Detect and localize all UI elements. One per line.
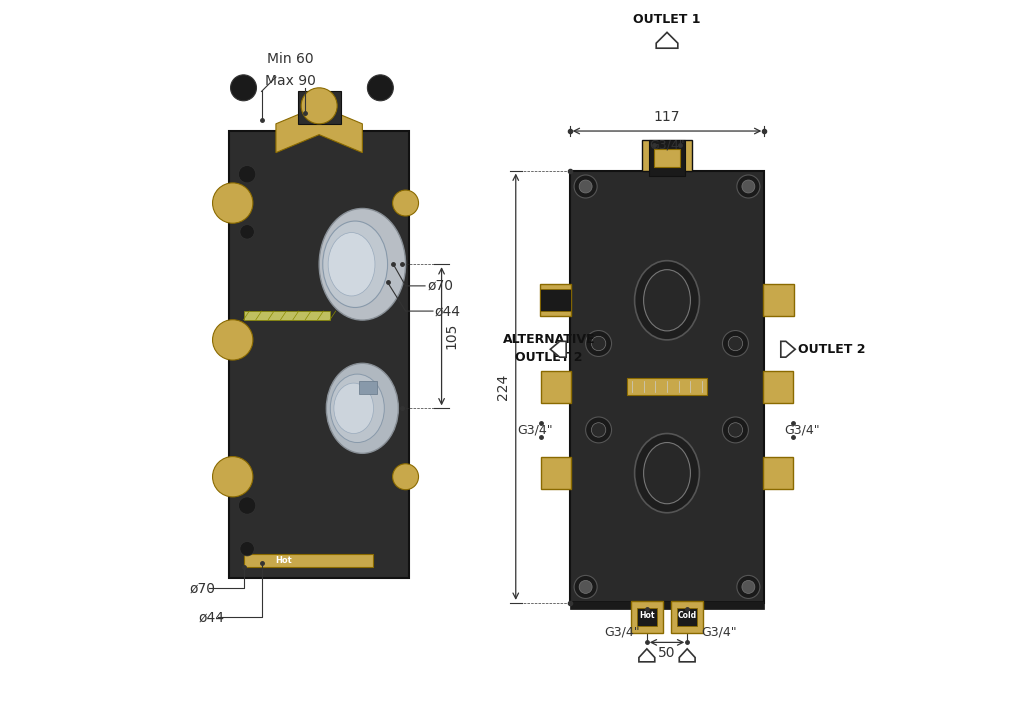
Bar xyxy=(540,457,571,489)
Circle shape xyxy=(212,456,253,497)
Circle shape xyxy=(239,542,254,556)
Text: 117: 117 xyxy=(653,110,680,124)
Text: G3/4": G3/4" xyxy=(604,625,640,638)
Circle shape xyxy=(721,330,748,356)
Bar xyxy=(636,608,656,626)
Bar xyxy=(627,378,706,395)
Bar xyxy=(359,381,376,394)
Text: OUTLET 2: OUTLET 2 xyxy=(515,351,582,364)
Circle shape xyxy=(741,180,754,193)
Bar xyxy=(762,284,794,316)
Text: 105: 105 xyxy=(443,323,458,349)
Bar xyxy=(653,149,680,167)
FancyArrow shape xyxy=(655,33,678,48)
Circle shape xyxy=(238,497,256,514)
Polygon shape xyxy=(276,106,362,153)
Text: G3/4": G3/4" xyxy=(700,625,736,638)
Text: OUTLET 2: OUTLET 2 xyxy=(797,343,865,356)
Circle shape xyxy=(392,463,418,489)
Circle shape xyxy=(728,336,742,351)
Bar xyxy=(762,457,792,489)
Circle shape xyxy=(585,330,611,356)
Ellipse shape xyxy=(319,208,406,320)
Circle shape xyxy=(728,423,742,437)
Ellipse shape xyxy=(322,221,387,307)
Ellipse shape xyxy=(330,374,384,442)
Bar xyxy=(539,289,571,311)
Circle shape xyxy=(212,320,253,360)
FancyArrow shape xyxy=(550,341,566,357)
Ellipse shape xyxy=(634,261,699,340)
Text: ø70: ø70 xyxy=(427,279,452,293)
Text: Hot: Hot xyxy=(274,556,291,565)
Text: Max 90: Max 90 xyxy=(265,74,316,87)
Bar xyxy=(671,602,702,633)
Polygon shape xyxy=(298,91,340,124)
Circle shape xyxy=(585,417,611,443)
Bar xyxy=(244,554,373,567)
Text: ALTERNATIVE: ALTERNATIVE xyxy=(502,333,594,346)
Circle shape xyxy=(239,225,254,239)
Circle shape xyxy=(574,576,596,599)
Circle shape xyxy=(392,190,418,216)
Circle shape xyxy=(579,180,591,193)
Ellipse shape xyxy=(328,233,375,296)
Circle shape xyxy=(736,576,759,599)
Text: ø44: ø44 xyxy=(434,304,460,318)
Circle shape xyxy=(574,175,596,198)
Ellipse shape xyxy=(333,383,373,434)
Text: Hot: Hot xyxy=(639,611,654,620)
Text: OUTLET 1: OUTLET 1 xyxy=(633,13,700,26)
Bar xyxy=(648,140,685,176)
Bar xyxy=(762,371,792,403)
Text: ø70: ø70 xyxy=(190,581,215,595)
Text: G3/4": G3/4" xyxy=(784,424,818,437)
Bar xyxy=(677,608,697,626)
Bar xyxy=(641,140,692,171)
Circle shape xyxy=(591,336,605,351)
Ellipse shape xyxy=(643,442,690,504)
Circle shape xyxy=(212,183,253,223)
Bar xyxy=(539,284,571,316)
Circle shape xyxy=(230,75,256,100)
Bar xyxy=(570,171,763,603)
Circle shape xyxy=(741,581,754,594)
Circle shape xyxy=(367,75,393,100)
Text: Cold: Cold xyxy=(677,611,696,620)
Ellipse shape xyxy=(326,363,398,453)
Bar xyxy=(570,602,763,609)
Circle shape xyxy=(736,175,759,198)
FancyArrow shape xyxy=(679,649,694,662)
Bar xyxy=(244,311,329,320)
Circle shape xyxy=(238,166,256,183)
Text: Min 60: Min 60 xyxy=(267,52,313,67)
Text: ø44: ø44 xyxy=(199,610,224,624)
Bar xyxy=(631,602,662,633)
Circle shape xyxy=(301,87,337,124)
Bar xyxy=(540,371,571,403)
Polygon shape xyxy=(229,131,409,578)
Text: 224: 224 xyxy=(495,374,510,400)
Text: G3/4": G3/4" xyxy=(648,139,684,152)
Text: 50: 50 xyxy=(657,646,676,660)
Circle shape xyxy=(579,581,591,594)
Circle shape xyxy=(721,417,748,443)
Circle shape xyxy=(591,423,605,437)
FancyArrow shape xyxy=(638,649,654,662)
Text: G3/4": G3/4" xyxy=(517,424,552,437)
FancyArrow shape xyxy=(780,341,795,357)
Ellipse shape xyxy=(643,270,690,331)
Ellipse shape xyxy=(634,434,699,513)
